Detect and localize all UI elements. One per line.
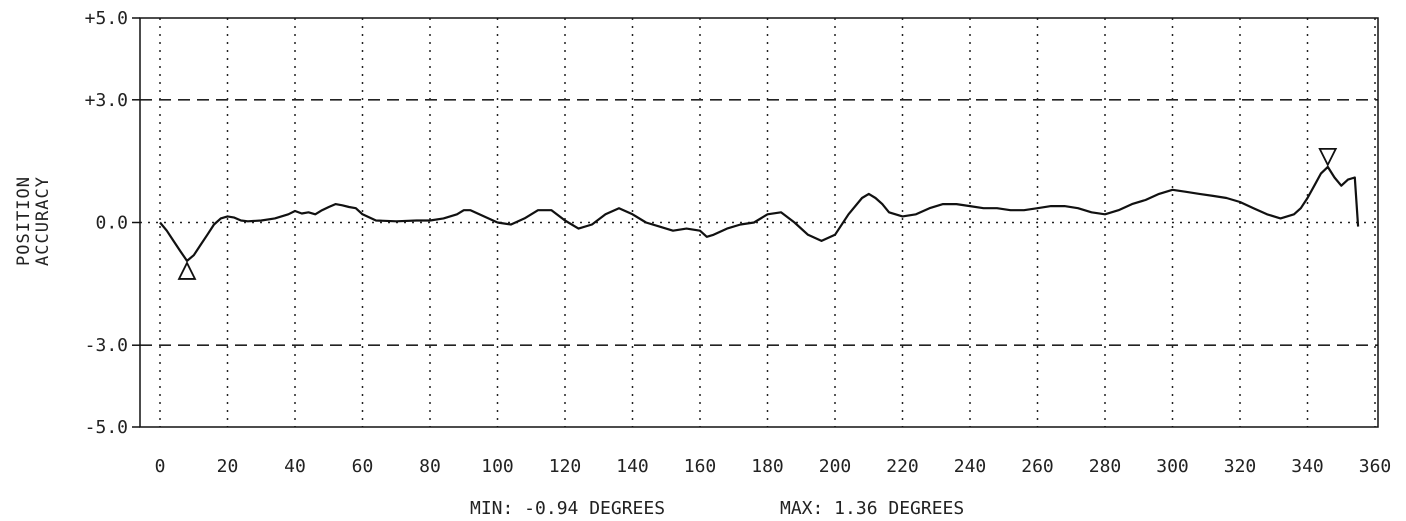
max-readout: MAX: 1.36 DEGREES	[780, 498, 964, 519]
y-tick-label: +3.0	[85, 90, 128, 111]
y-tick-label: -3.0	[85, 335, 128, 356]
y-tick-labels: +5.0 +3.0 0.0 -3.0 -5.0	[85, 8, 140, 438]
x-tick-label: 40	[284, 456, 306, 477]
x-tick-label: 0	[155, 456, 166, 477]
x-tick-label: 60	[352, 456, 374, 477]
x-tick-label: 280	[1089, 456, 1122, 477]
y-tick-label: +5.0	[85, 8, 128, 29]
x-tick-label: 120	[549, 456, 582, 477]
x-tick-label: 140	[616, 456, 649, 477]
x-tick-label: 260	[1021, 456, 1054, 477]
x-tick-label: 80	[419, 456, 441, 477]
x-tick-label: 180	[751, 456, 784, 477]
min-readout: MIN: -0.94 DEGREES	[470, 498, 665, 519]
series-line	[159, 165, 1360, 262]
x-tick-label: 100	[481, 456, 514, 477]
grid-lines	[140, 18, 1378, 427]
x-tick-label: 160	[684, 456, 717, 477]
max-marker	[1318, 147, 1338, 167]
position-accuracy-line	[159, 165, 1360, 262]
x-tick-label: 360	[1359, 456, 1392, 477]
x-tick-label: 320	[1224, 456, 1257, 477]
y-tick-label: 0.0	[95, 213, 128, 234]
y-tick-label: -5.0	[85, 417, 128, 438]
x-tick-label: 340	[1291, 456, 1324, 477]
y-axis-label-line-1: POSITION	[14, 176, 34, 266]
x-tick-label: 200	[819, 456, 852, 477]
min-marker	[177, 260, 197, 280]
x-tick-label: 300	[1156, 456, 1189, 477]
x-tick-label: 240	[954, 456, 987, 477]
x-tick-labels: 0 20 40 60 80 100 120 140 160 180 200 220 240 260 280 3…	[155, 456, 1392, 477]
min-max-markers	[177, 147, 1338, 280]
x-tick-label: 20	[217, 456, 239, 477]
x-tick-label: 220	[886, 456, 919, 477]
limit-lines	[140, 99, 1378, 347]
y-axis-label-line-2: ACCURACY	[33, 176, 53, 266]
